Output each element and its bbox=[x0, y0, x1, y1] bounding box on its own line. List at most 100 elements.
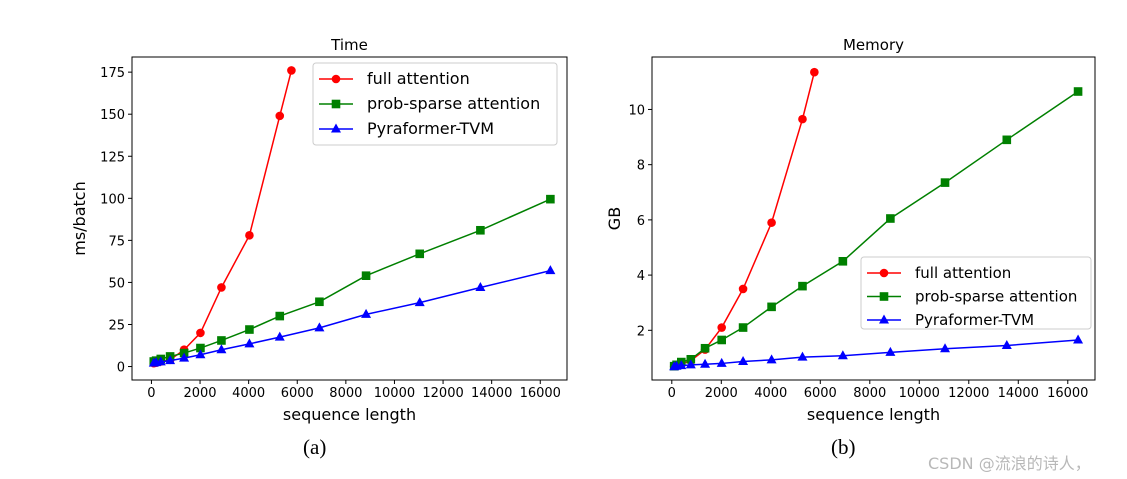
chart-title: Memory bbox=[843, 36, 904, 54]
data-point bbox=[476, 225, 485, 235]
x-tick-label: 0 bbox=[147, 386, 155, 401]
x-tick-label: 14000 bbox=[998, 386, 1039, 401]
data-point bbox=[545, 265, 556, 275]
data-point bbox=[676, 360, 687, 370]
x-tick-label: 2000 bbox=[705, 386, 738, 401]
y-tick-label: 75 bbox=[108, 234, 125, 249]
data-point bbox=[217, 283, 226, 292]
data-point bbox=[155, 356, 166, 366]
plot-frame bbox=[131, 56, 568, 381]
chart-0: Time 0 2000 4000 6000 8000 10000 12000 14000 1600… bbox=[70, 36, 568, 424]
watermark: CSDN @流浪的诗人， bbox=[928, 454, 1091, 473]
legend-label: full attention bbox=[915, 264, 1011, 282]
data-point bbox=[717, 323, 726, 332]
data-point bbox=[940, 343, 951, 353]
y-tick-label: 50 bbox=[108, 276, 125, 291]
y-tick-label: 125 bbox=[100, 150, 125, 165]
x-tick-label: 12000 bbox=[422, 386, 463, 401]
plot-frame bbox=[651, 56, 1096, 381]
series-line bbox=[153, 198, 551, 363]
legend-marker bbox=[879, 268, 889, 278]
legend-box bbox=[312, 62, 558, 146]
data-point bbox=[195, 349, 206, 359]
y-tick-label: 6 bbox=[637, 214, 645, 229]
data-point bbox=[179, 352, 190, 362]
data-point bbox=[685, 359, 696, 369]
x-tick-label: 8000 bbox=[329, 386, 362, 401]
series-prob-sparse-attention bbox=[149, 194, 555, 366]
data-point bbox=[415, 249, 425, 259]
data-point bbox=[475, 281, 486, 291]
x-axis-label: sequence length bbox=[283, 405, 416, 424]
data-point bbox=[885, 346, 896, 356]
x-tick-label: 14000 bbox=[471, 386, 512, 401]
x-tick-label: 6000 bbox=[281, 386, 314, 401]
data-point bbox=[738, 323, 748, 332]
legend-label: full attention bbox=[367, 69, 470, 88]
data-point bbox=[810, 67, 819, 77]
y-axis-label: GB bbox=[605, 207, 624, 230]
series-full-attention bbox=[149, 66, 296, 368]
series-pyraformer-tvm bbox=[669, 334, 1084, 371]
legend-label: Pyraformer-TVM bbox=[367, 119, 494, 138]
legend-marker bbox=[331, 123, 341, 133]
legend-marker bbox=[331, 74, 341, 84]
y-tick-label: 100 bbox=[100, 192, 125, 207]
legend-marker bbox=[879, 292, 889, 301]
series-pyraformer-tvm bbox=[148, 265, 556, 367]
series-line bbox=[674, 71, 816, 367]
x-tick-label: 10000 bbox=[374, 386, 415, 401]
data-point bbox=[414, 297, 425, 307]
data-point bbox=[196, 328, 205, 338]
x-tick-label: 8000 bbox=[853, 386, 886, 401]
data-point bbox=[1073, 334, 1084, 344]
x-tick-label: 16000 bbox=[1047, 386, 1088, 401]
data-point bbox=[700, 343, 710, 353]
data-point bbox=[797, 351, 808, 361]
data-point bbox=[314, 322, 325, 332]
data-point bbox=[165, 355, 176, 365]
data-point bbox=[1002, 135, 1012, 145]
legend-marker bbox=[331, 99, 341, 109]
series-line bbox=[674, 339, 1079, 368]
data-point bbox=[275, 311, 285, 321]
legend-label: prob-sparse attention bbox=[915, 288, 1077, 306]
data-point bbox=[700, 358, 711, 368]
data-point bbox=[798, 114, 807, 124]
y-tick-label: 150 bbox=[100, 108, 125, 123]
y-tick-label: 175 bbox=[100, 66, 125, 81]
x-tick-label: 16000 bbox=[520, 386, 561, 401]
y-tick-label: 2 bbox=[637, 324, 645, 339]
x-tick-label: 2000 bbox=[183, 386, 216, 401]
y-tick-label: 25 bbox=[108, 318, 125, 333]
data-point bbox=[216, 344, 227, 354]
legend-label: prob-sparse attention bbox=[367, 94, 540, 113]
x-axis-label: sequence length bbox=[807, 405, 940, 424]
data-point bbox=[361, 308, 372, 318]
y-tick-label: 4 bbox=[637, 269, 645, 284]
data-point bbox=[245, 325, 254, 334]
x-tick-label: 6000 bbox=[804, 386, 837, 401]
legend: full attention prob-sparse attention Pyraf… bbox=[312, 62, 558, 146]
x-tick-label: 10000 bbox=[899, 386, 940, 401]
caption-b: (b) bbox=[831, 435, 856, 459]
data-point bbox=[274, 331, 285, 341]
chart-1: Memory 0 2000 4000 6000 8000 10000 12000 14000 16… bbox=[605, 36, 1096, 424]
y-axis-label: ms/batch bbox=[70, 181, 89, 255]
y-tick-label: 10 bbox=[628, 103, 645, 118]
data-point bbox=[738, 356, 749, 366]
y-tick-label: 0 bbox=[117, 361, 125, 376]
legend-marker bbox=[879, 314, 889, 324]
data-point bbox=[837, 350, 848, 360]
data-point bbox=[738, 284, 748, 294]
data-point bbox=[767, 218, 776, 227]
data-point bbox=[287, 66, 296, 75]
data-point bbox=[546, 194, 555, 204]
series-line bbox=[153, 269, 551, 364]
legend-box bbox=[860, 256, 1092, 330]
data-point bbox=[1073, 87, 1083, 96]
data-point bbox=[217, 336, 226, 345]
legend-label: Pyraformer-TVM bbox=[915, 311, 1034, 329]
data-point bbox=[886, 214, 895, 223]
